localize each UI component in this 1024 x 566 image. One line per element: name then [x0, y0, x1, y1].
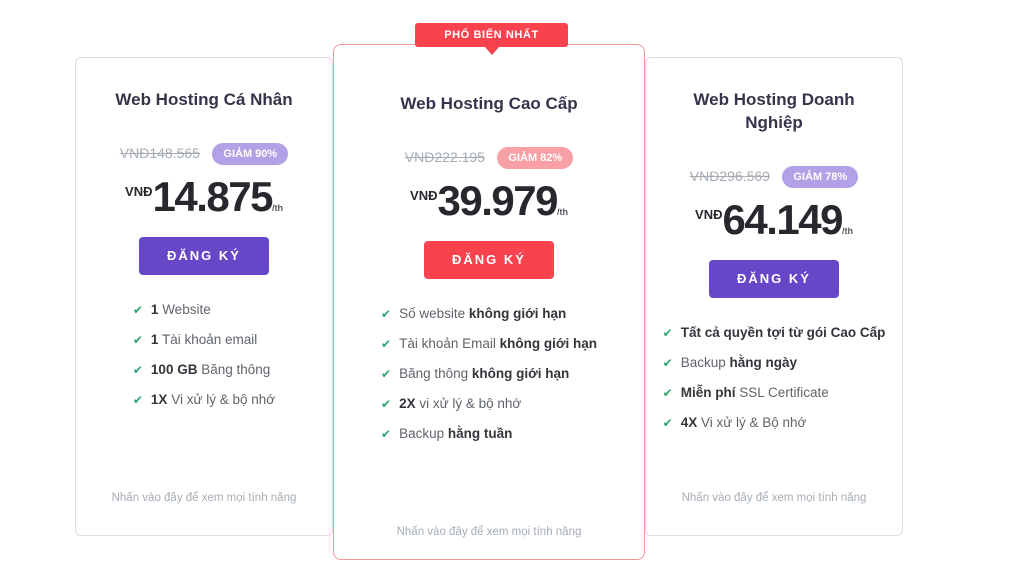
price-period: /th [271, 202, 283, 213]
feature-text-bold: 1 [150, 331, 159, 347]
plan-card-ca-nhan: Web Hosting Cá Nhân VNĐ148.565 GIẢM 90% … [75, 57, 333, 536]
feature-item: ✔ Tất cả quyền tợi từ gói Cao Cấp [663, 325, 886, 340]
feature-text-bold: Tất cả quyền tợi từ gói Cao Cấp [680, 324, 886, 340]
feature-item: ✔ 100 GB Băng thông [133, 362, 275, 377]
old-price-row: VNĐ296.569 GIẢM 78% [646, 165, 902, 188]
feature-text-bold: không giới hạn [468, 305, 567, 321]
check-icon: ✔ [381, 336, 392, 351]
feature-item: ✔ 4X Vi xử lý & Bộ nhớ [663, 415, 886, 430]
feature-text: Tài khoản Email [399, 335, 500, 351]
see-all-features-link[interactable]: Nhấn vào đây để xem mọi tính năng [396, 526, 582, 538]
feature-item: ✔ 1 Website [133, 302, 275, 317]
feature-list: ✔ Số website không giới hạn ✔ Tài khoản Em… [381, 306, 597, 456]
feature-text-bold: hằng tuần [447, 425, 513, 441]
feature-list: ✔ Tất cả quyền tợi từ gói Cao Cấp ✔ Backup… [663, 325, 886, 445]
discount-badge: GIẢM 90% [212, 142, 289, 165]
feature-item: ✔ Backup hằng ngày [663, 355, 886, 370]
feature-text-bold: không giới hạn [499, 335, 597, 351]
price-amount: 14.875 [152, 172, 273, 220]
check-icon: ✔ [381, 306, 392, 321]
old-price: VNĐ222.195 [404, 148, 485, 165]
old-price-row: VNĐ222.195 GIẢM 82% [334, 146, 644, 169]
old-price: VNĐ296.569 [689, 167, 770, 184]
check-icon: ✔ [662, 415, 673, 430]
feature-text-bold: hằng ngày [729, 354, 797, 370]
feature-text: vi xử lý & bộ nhớ [415, 395, 522, 411]
feature-text: Số website [399, 305, 469, 321]
price: VNĐ64.149/th [646, 196, 902, 244]
feature-text: SSL Certificate [735, 384, 829, 400]
currency-label: VNĐ [695, 206, 723, 222]
discount-badge: GIẢM 78% [782, 165, 859, 188]
feature-item: ✔ Số website không giới hạn [381, 306, 597, 321]
check-icon: ✔ [662, 385, 673, 400]
check-icon: ✔ [381, 366, 392, 381]
price-period: /th [556, 206, 568, 217]
check-icon: ✔ [132, 392, 143, 407]
price-amount: 39.979 [437, 176, 558, 224]
old-price-row: VNĐ148.565 GIẢM 90% [76, 142, 332, 165]
check-icon: ✔ [381, 426, 392, 441]
most-popular-badge: PHỔ BIẾN NHẤT [415, 23, 568, 55]
currency-label: VNĐ [410, 187, 438, 203]
plan-title: Web Hosting Cá Nhân [115, 90, 293, 109]
feature-item: ✔ Backup hằng tuần [381, 426, 597, 441]
feature-text-bold: 2X [399, 395, 416, 411]
price-amount: 64.149 [722, 195, 843, 243]
feature-text-bold: Miễn phí [680, 384, 736, 400]
plan-title: Web Hosting Doanh Nghiệp [693, 90, 855, 132]
plan-title: Web Hosting Cao Cấp [400, 94, 578, 113]
currency-label: VNĐ [125, 183, 153, 199]
feature-text-bold: 4X [680, 414, 698, 430]
feature-text-bold: không giới hạn [471, 365, 570, 381]
check-icon: ✔ [662, 325, 673, 340]
see-all-features-link[interactable]: Nhấn vào đây để xem mọi tính năng [681, 492, 867, 504]
check-icon: ✔ [132, 302, 143, 317]
feature-text: Backup [680, 354, 730, 370]
check-icon: ✔ [381, 396, 392, 411]
feature-text: Website [158, 301, 211, 317]
signup-button[interactable]: ĐĂNG KÝ [139, 236, 269, 275]
signup-button[interactable]: ĐĂNG KÝ [424, 240, 554, 279]
feature-text-bold: 100 GB [150, 361, 198, 377]
price-period: /th [841, 225, 853, 236]
feature-item: ✔ 1 Tài khoản email [133, 332, 275, 347]
feature-item: ✔ Miễn phí SSL Certificate [663, 385, 886, 400]
feature-text-bold: 1 [150, 301, 159, 317]
check-icon: ✔ [662, 355, 673, 370]
old-price: VNĐ148.565 [119, 144, 200, 161]
plan-card-cao-cap: Web Hosting Cao Cấp VNĐ222.195 GIẢM 82% … [333, 44, 645, 560]
feature-item: ✔ 2X vi xử lý & bộ nhớ [381, 396, 597, 411]
feature-item: ✔ Băng thông không giới hạn [381, 366, 597, 381]
plan-card-doanh-nghiep: Web Hosting Doanh Nghiệp VNĐ296.569 GIẢM… [645, 57, 903, 536]
feature-text: Tài khoản email [158, 331, 258, 347]
price: VNĐ39.979/th [334, 177, 644, 225]
feature-text: Backup [399, 425, 448, 441]
feature-item: ✔ Tài khoản Email không giới hạn [381, 336, 597, 351]
see-all-features-link[interactable]: Nhấn vào đây để xem mọi tính năng [111, 492, 297, 504]
price: VNĐ14.875/th [76, 173, 332, 221]
feature-text: Băng thông [197, 361, 271, 377]
check-icon: ✔ [132, 362, 143, 377]
feature-text: Băng thông [399, 365, 472, 381]
signup-button[interactable]: ĐĂNG KÝ [709, 259, 839, 298]
feature-text-bold: 1X [150, 391, 168, 407]
check-icon: ✔ [132, 332, 143, 347]
feature-text: Vi xử lý & bộ nhớ [167, 391, 276, 407]
feature-list: ✔ 1 Website ✔ 1 Tài khoản email ✔ 100 GB Bă… [133, 302, 275, 422]
discount-badge: GIẢM 82% [497, 146, 574, 169]
feature-text: Vi xử lý & Bộ nhớ [697, 414, 807, 430]
feature-item: ✔ 1X Vi xử lý & bộ nhớ [133, 392, 275, 407]
